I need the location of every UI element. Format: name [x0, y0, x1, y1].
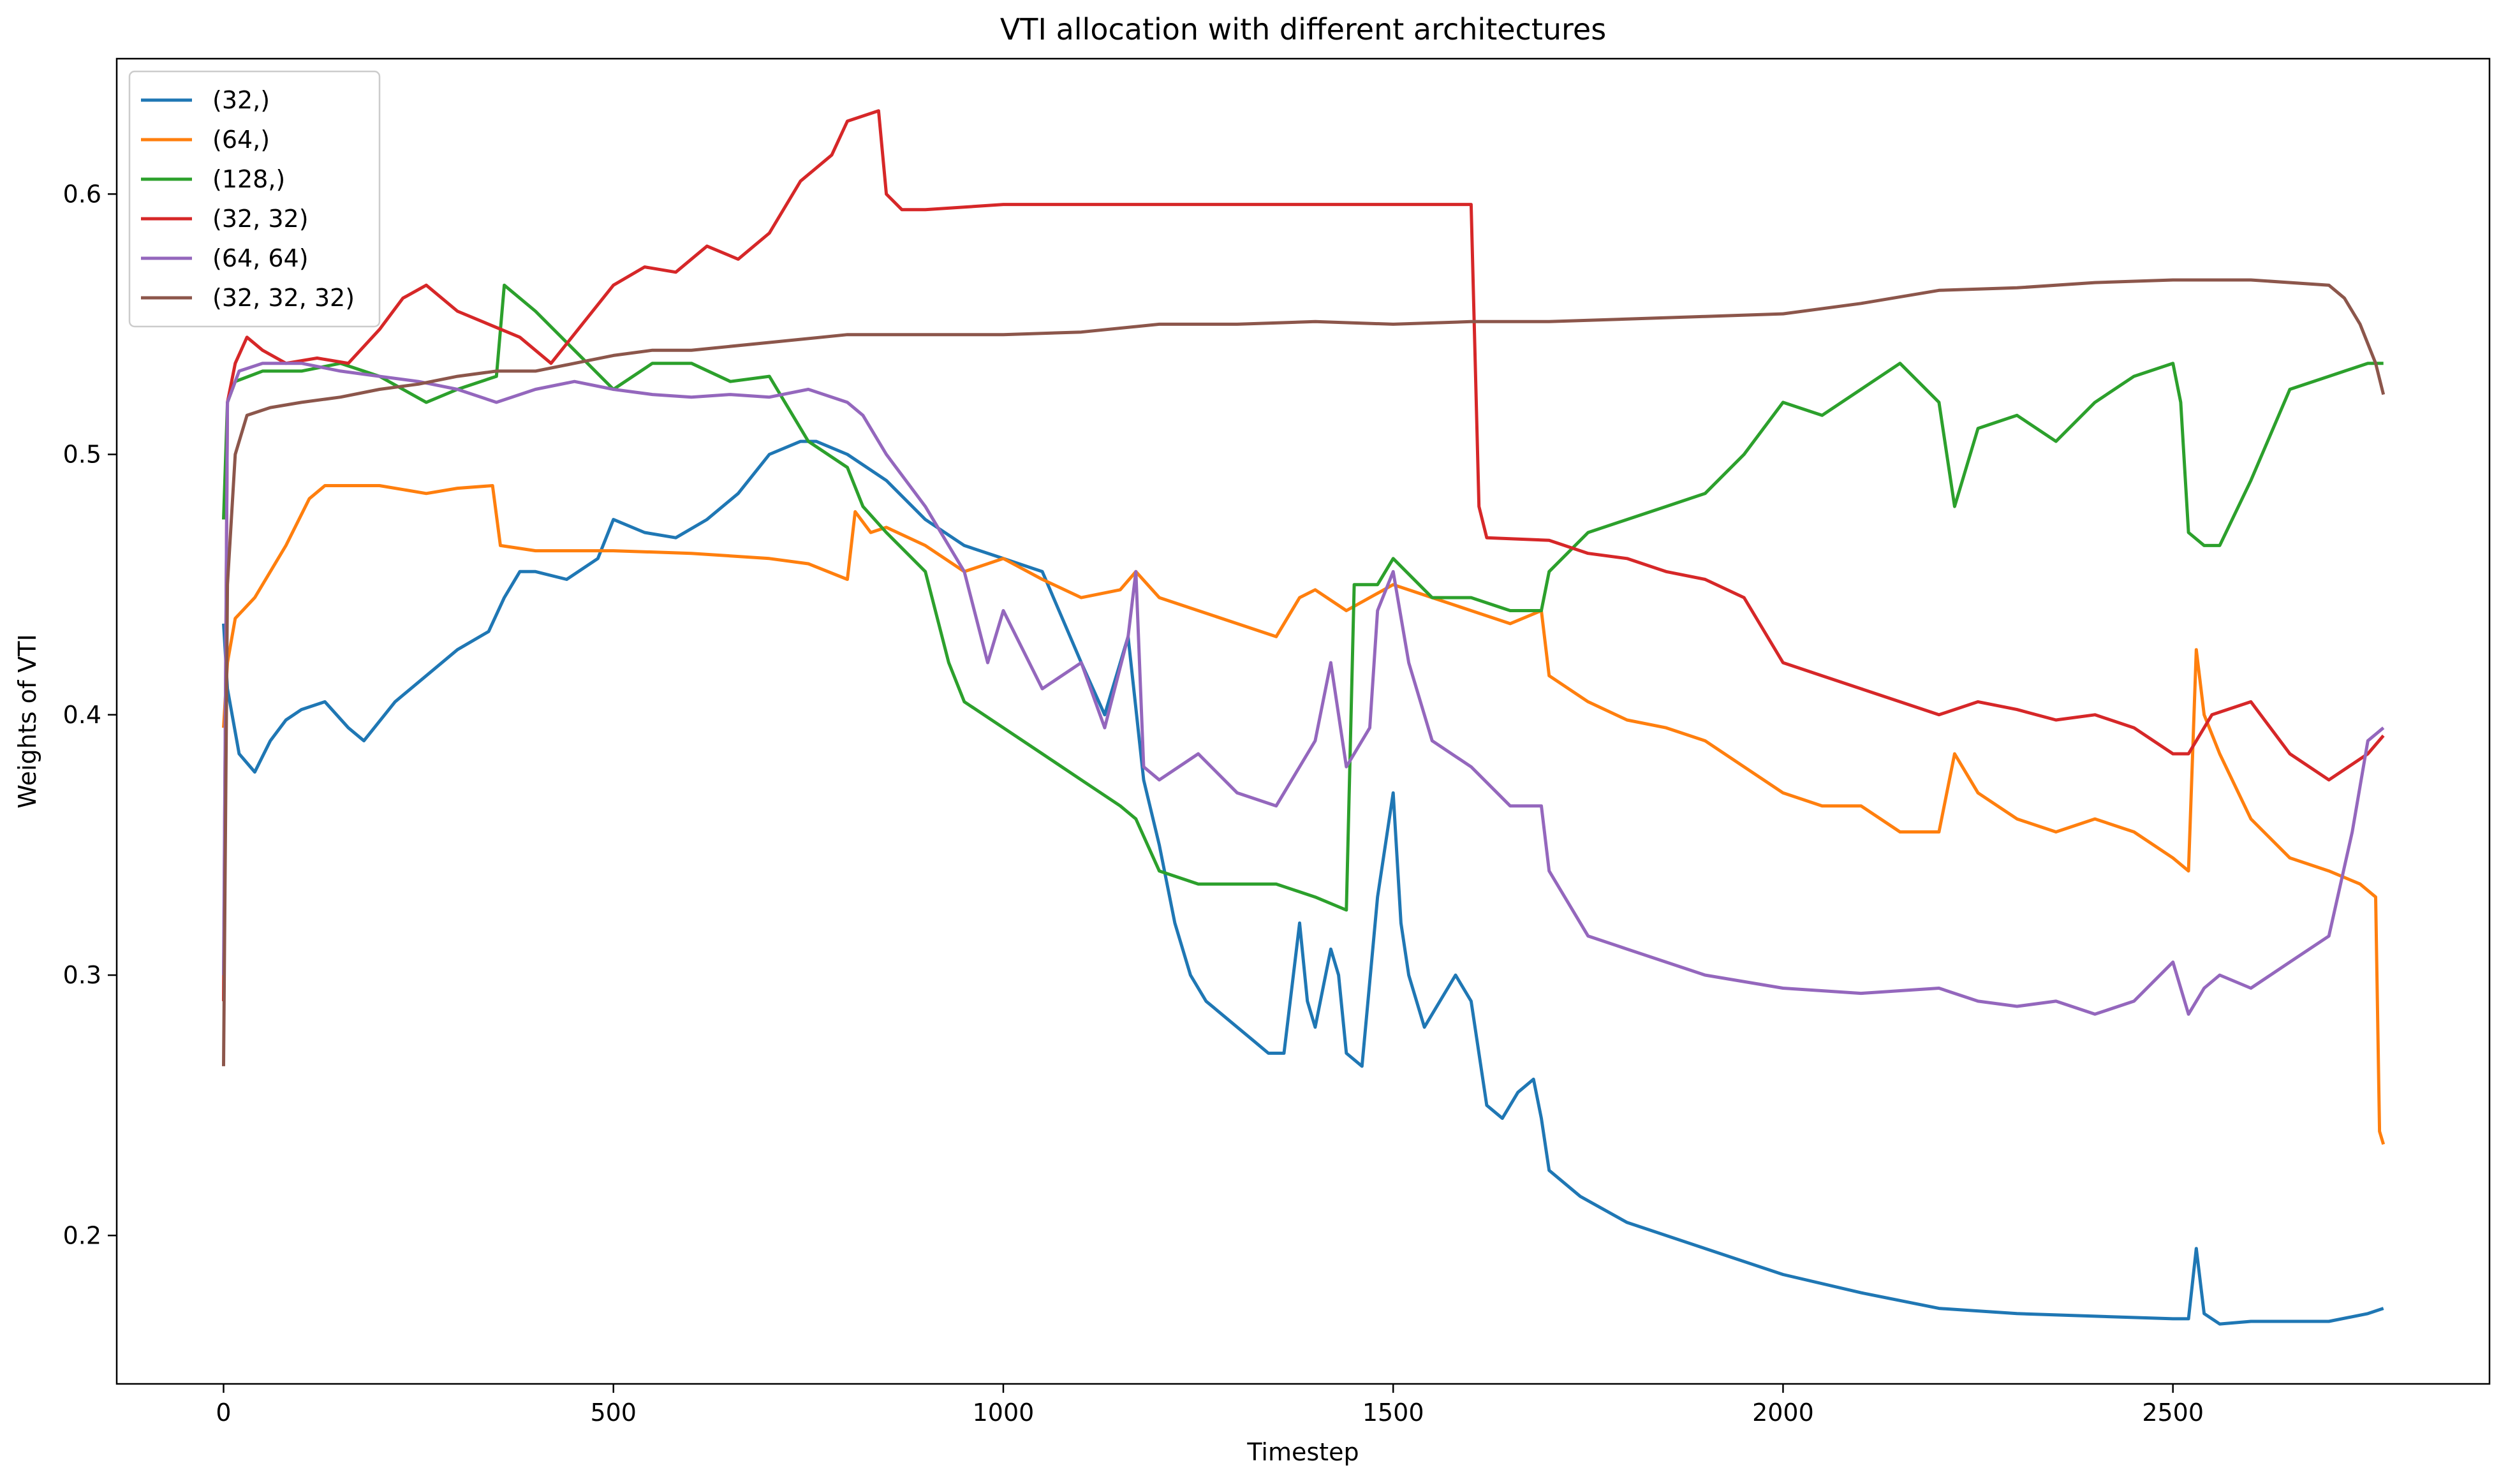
legend: (32,) (64,) (128,) (32, 32) (64, 64) (32, 32,…: [128, 70, 381, 328]
legend-label-1: (64,): [212, 126, 270, 154]
x-tick-label: 2500: [2142, 1399, 2204, 1427]
plot-frame: [115, 57, 2491, 1385]
x-tick-label: 2000: [1752, 1399, 1814, 1427]
series-line-4: [222, 362, 2385, 1016]
series-line-5: [222, 278, 2386, 1066]
y-tick-label: 0.2: [63, 1221, 101, 1249]
series-line-1: [222, 484, 2386, 1145]
y-tick-label: 0.3: [63, 961, 101, 989]
y-tick-label: 0.6: [63, 180, 101, 208]
x-axis: 0 500 1000 1500 2000 2500: [216, 1384, 2204, 1427]
y-tick-label: 0.5: [63, 441, 101, 469]
chart-title: VTI allocation with different architectu…: [1000, 12, 1606, 47]
series-line-0: [222, 439, 2384, 1326]
legend-box: [128, 70, 381, 328]
x-tick-label: 1000: [973, 1399, 1035, 1427]
y-tick-label: 0.4: [63, 701, 101, 729]
y-axis: 0.2 0.3 0.4 0.5 0.6: [63, 180, 117, 1249]
legend-label-2: (128,): [212, 165, 285, 193]
y-axis-label: Weights of VTI: [13, 634, 41, 808]
series-line-3: [222, 109, 2385, 1001]
x-axis-label: Timestep: [1246, 1438, 1359, 1466]
series-line-2: [222, 283, 2384, 912]
x-tick-label: 0: [216, 1399, 231, 1427]
legend-label-5: (32, 32, 32): [212, 284, 355, 312]
plot-lines: [222, 109, 2386, 1326]
x-tick-label: 1500: [1362, 1399, 1424, 1427]
legend-label-0: (32,): [212, 86, 270, 114]
legend-label-3: (32, 32): [212, 205, 309, 233]
x-tick-label: 500: [590, 1399, 637, 1427]
legend-label-4: (64, 64): [212, 244, 309, 272]
